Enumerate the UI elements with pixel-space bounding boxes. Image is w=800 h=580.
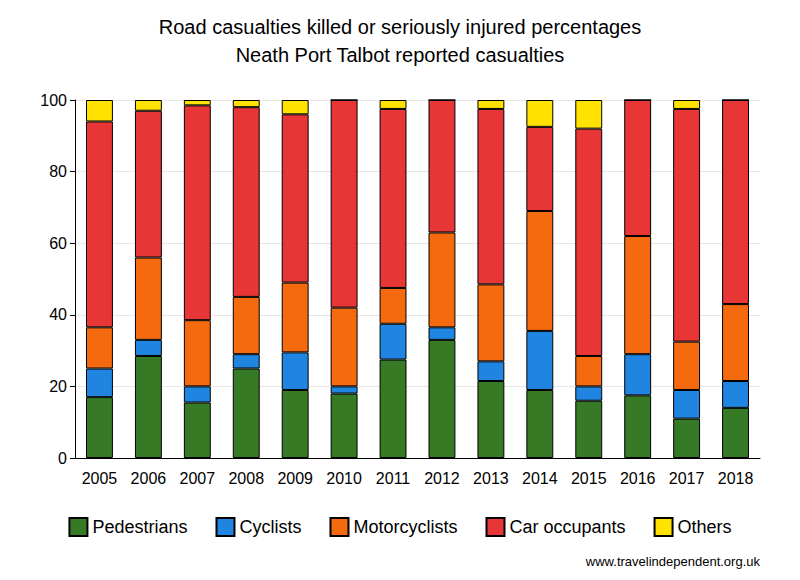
- svg-text:2005: 2005: [82, 470, 118, 487]
- svg-text:20: 20: [49, 378, 67, 395]
- svg-text:Neath Port Talbot reported cas: Neath Port Talbot reported casualties: [236, 44, 565, 66]
- svg-text:Road casualties killed or seri: Road casualties killed or seriously inju…: [159, 16, 641, 38]
- svg-text:0: 0: [58, 450, 67, 467]
- svg-text:www.travelindependent.org.uk: www.travelindependent.org.uk: [585, 554, 761, 569]
- svg-text:2015: 2015: [571, 470, 607, 487]
- svg-text:Others: Others: [678, 517, 732, 537]
- svg-text:2016: 2016: [620, 470, 656, 487]
- svg-text:2014: 2014: [522, 470, 558, 487]
- svg-text:2012: 2012: [424, 470, 460, 487]
- svg-text:Car occupants: Car occupants: [509, 517, 625, 537]
- svg-text:2011: 2011: [376, 470, 411, 487]
- svg-text:Motorcyclists: Motorcyclists: [353, 517, 457, 537]
- svg-text:2010: 2010: [326, 470, 362, 487]
- svg-text:2008: 2008: [228, 470, 264, 487]
- svg-text:2009: 2009: [277, 470, 313, 487]
- svg-text:2013: 2013: [473, 470, 509, 487]
- svg-text:40: 40: [49, 306, 67, 323]
- svg-text:100: 100: [40, 92, 67, 109]
- svg-text:Cyclists: Cyclists: [239, 517, 301, 537]
- svg-text:80: 80: [49, 163, 67, 180]
- svg-text:2018: 2018: [718, 470, 754, 487]
- svg-text:2007: 2007: [180, 470, 216, 487]
- svg-text:2006: 2006: [131, 470, 167, 487]
- svg-text:60: 60: [49, 235, 67, 252]
- svg-text:Pedestrians: Pedestrians: [92, 517, 187, 537]
- svg-text:2017: 2017: [669, 470, 705, 487]
